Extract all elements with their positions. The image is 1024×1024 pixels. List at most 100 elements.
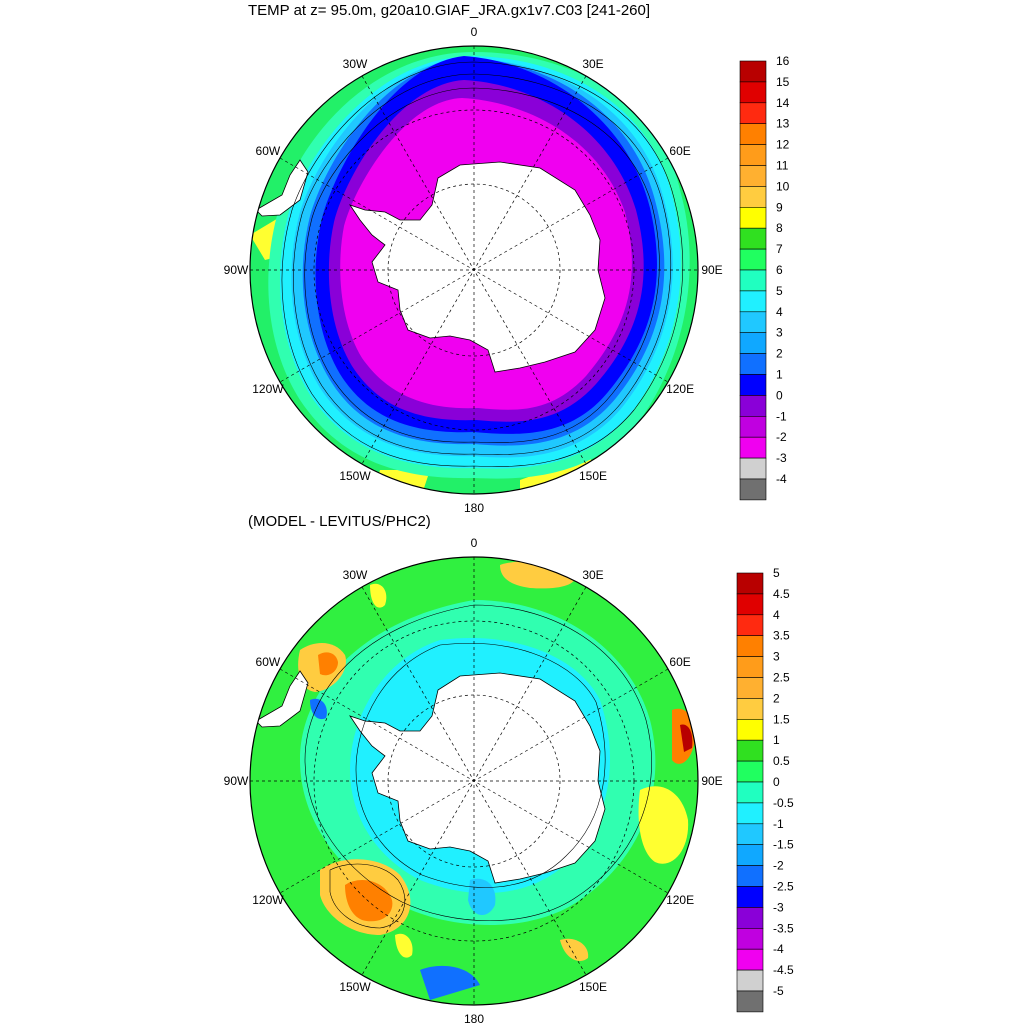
bottom-colorbar-box [736,593,764,616]
bottom-colorbar-box [736,802,764,825]
bottom-colorbar-label: -0.5 [773,796,794,810]
bottom-colorbar-box [736,781,764,804]
top-colorbar-label: 12 [776,138,790,152]
top-colorbar-label: -2 [776,430,787,444]
top-colorbar-label: 13 [776,117,790,131]
bottom-longitude-label: 150W [339,980,371,994]
bottom-colorbar-label: -5 [773,984,784,998]
bottom-colorbar-box [736,635,764,657]
top-longitude-label: 150E [579,469,607,483]
bottom-colorbar-label: -1 [773,817,784,831]
top-longitude-label: 120W [252,382,284,396]
bottom-colorbar-label: 3.5 [773,629,790,643]
top-colorbar-box [739,227,767,250]
bottom-colorbar-box [736,760,764,783]
bottom-colorbar-box [736,969,764,992]
bottom-colorbar-box [736,614,764,636]
bottom-map-border [249,556,699,1006]
bottom-longitude-label: 90W [224,774,249,788]
top-colorbar-label: 5 [776,284,783,298]
bottom-colorbar-label: 0.5 [773,754,790,768]
top-colorbar-label: 6 [776,263,783,277]
bottom-colorbar-label: -1.5 [773,838,794,852]
top-colorbar-box [739,186,767,208]
top-longitude-label: 150W [339,469,371,483]
bottom-colorbar-label: 3 [773,650,780,664]
bottom-colorbar-box [736,886,764,908]
top-colorbar-box [739,332,767,354]
top-map-border [249,45,699,495]
top-longitude-label: 0 [471,25,478,39]
top-colorbar-label: -3 [776,451,787,465]
top-colorbar-label: 10 [776,179,790,193]
top-longitude-label: 60W [256,144,281,158]
bottom-colorbar-box [736,823,764,845]
bottom-colorbar-box [736,948,764,971]
top-colorbar-box [739,395,767,417]
top-panel-title: TEMP at z= 95.0m, g20a10.GIAF_JRA.gx1v7.… [248,2,651,19]
bottom-longitude-label: 30E [582,568,603,582]
bottom-longitude-label: 120W [252,893,284,907]
bottom-colorbar-box [736,990,764,1013]
top-colorbar-box [739,457,767,480]
top-longitude-label: 30W [343,57,368,71]
bottom-longitude-label: 120E [666,893,694,907]
top-colorbar-label: 9 [776,200,783,214]
top-colorbar-label: 3 [776,326,783,340]
bottom-colorbar-box [736,656,764,678]
top-colorbar-box [739,81,767,104]
bottom-colorbar-box [736,698,764,720]
top-colorbar-box [739,436,767,459]
bottom-colorbar-label: 5 [773,566,780,580]
top-colorbar-box [739,102,767,125]
top-longitude-label: 90W [224,263,249,277]
top-polar-map: 0 30E 60E 90E 120E 150E 180 150W 120W 90W 60W 30W [224,25,723,515]
bottom-colorbar: 5 4.5 4 3.5 3 2.5 2 1.5 1 0.5 0 -0.5 -1 -1.5 -2 -2.5 -3 -… [736,566,794,1013]
top-colorbar-box [739,478,767,501]
bottom-colorbar-label: 4.5 [773,587,790,601]
top-colorbar-box [739,123,767,145]
top-colorbar-label: -1 [776,409,787,423]
bottom-polar-map: 0 30E 60E 90E 120E 150E 180 150W 120W 90W 60W 30W [224,536,723,1024]
top-colorbar-label: 16 [776,54,790,68]
bottom-colorbar-label: 1.5 [773,712,790,726]
top-colorbar-box [739,165,767,187]
bottom-longitude-label: 60W [256,655,281,669]
bottom-colorbar-box [736,907,764,929]
top-longitude-label: 120E [666,382,694,396]
bottom-colorbar-label: -2.5 [773,880,794,894]
top-longitude-label: 30E [582,57,603,71]
top-colorbar-box [739,248,767,271]
bottom-longitude-label: 60E [669,655,690,669]
top-colorbar-label: -4 [776,472,787,486]
bottom-colorbar-label: 4 [773,608,780,622]
bottom-colorbar-label: 2 [773,691,780,705]
bottom-panel-title: (MODEL - LEVITUS/PHC2) [248,513,431,530]
bottom-longitude-label: 90E [701,774,722,788]
top-colorbar-box [739,144,767,166]
top-colorbar-box [739,374,767,396]
bottom-colorbar-box [736,572,764,595]
bottom-colorbar-label: 0 [773,775,780,789]
top-colorbar-box [739,311,767,333]
top-colorbar-label: 1 [776,368,783,382]
top-colorbar-box [739,415,767,438]
top-colorbar-label: 15 [776,75,790,89]
bottom-longitude-label: 30W [343,568,368,582]
top-colorbar-label: 14 [776,96,790,110]
bottom-colorbar-label: 2.5 [773,671,790,685]
top-colorbar-label: 8 [776,221,783,235]
top-colorbar-box [739,60,767,83]
bottom-colorbar-box [736,677,764,699]
bottom-colorbar-box [736,865,764,887]
top-colorbar-label: 4 [776,305,783,319]
bottom-colorbar-box [736,739,764,762]
top-colorbar-label: 0 [776,388,783,402]
bottom-colorbar-label: -4 [773,942,784,956]
bottom-colorbar-label: -3.5 [773,921,794,935]
top-colorbar-box [739,290,767,313]
top-colorbar-box [739,353,767,375]
top-colorbar-box [739,207,767,229]
